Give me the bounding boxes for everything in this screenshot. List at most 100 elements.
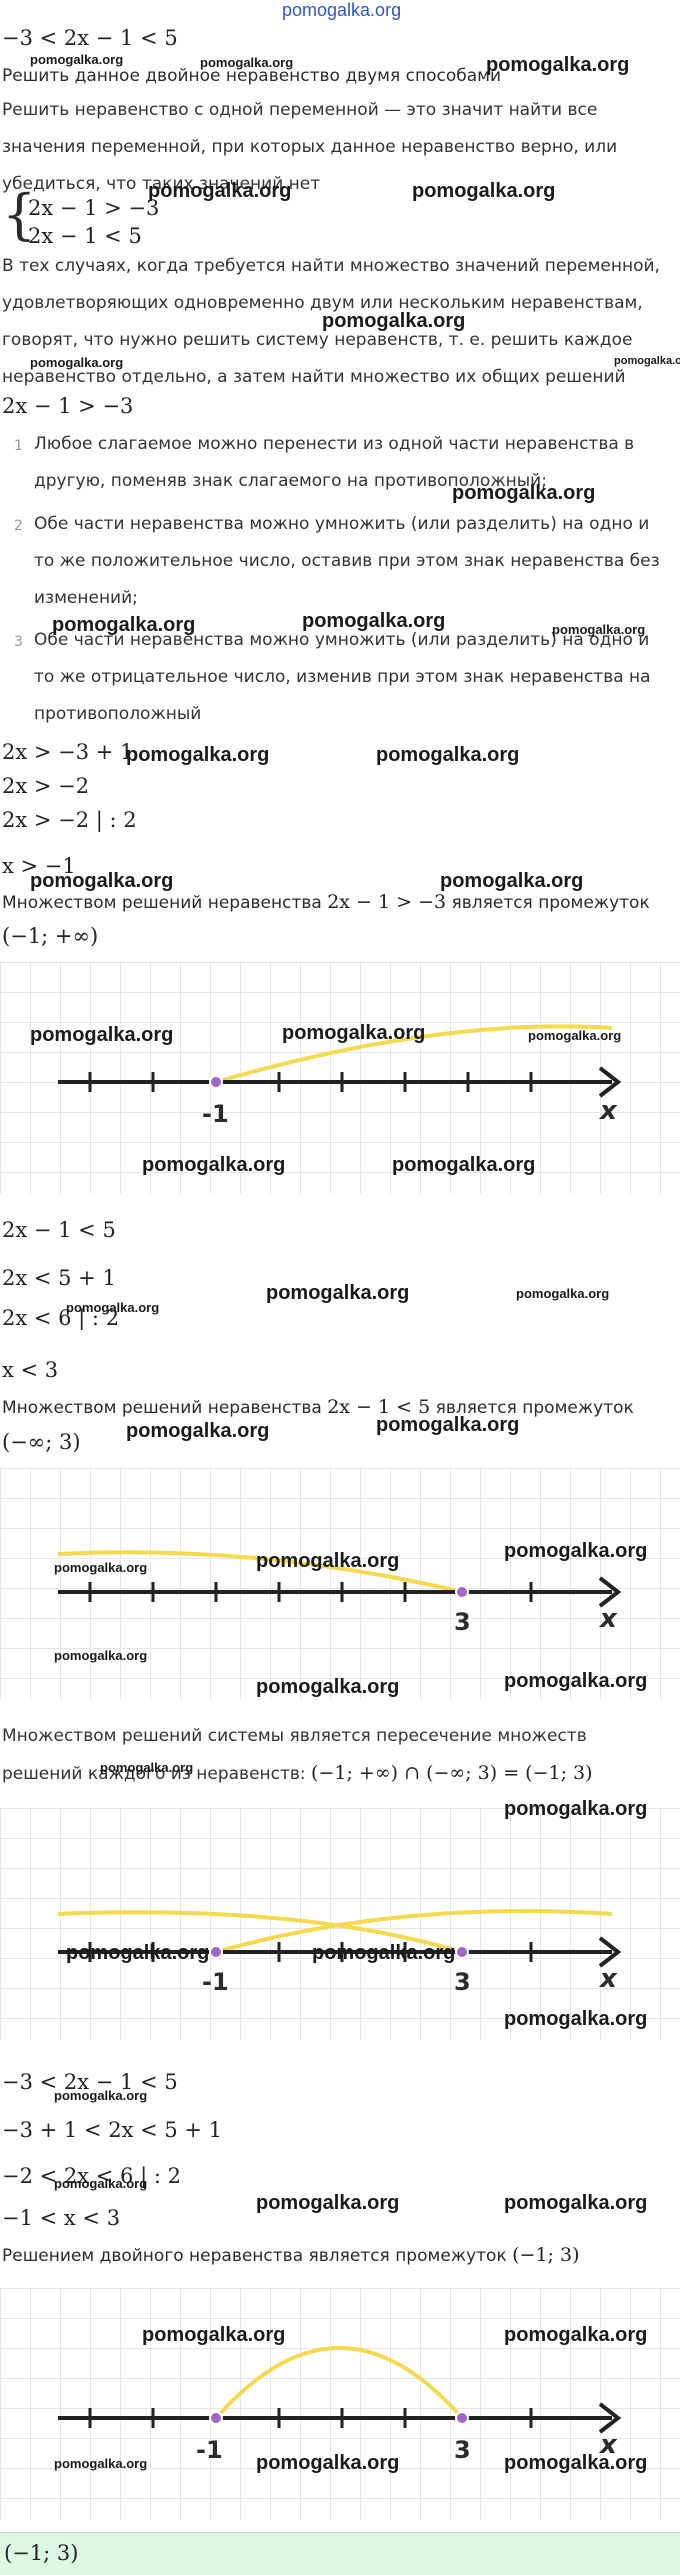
watermark: pomogalka.org bbox=[256, 1676, 400, 1698]
step: −3 + 1 < 2x < 5 + 1 bbox=[2, 2118, 223, 2142]
watermark: pomogalka.org bbox=[54, 2456, 148, 2471]
number-line-graph-2: 3 x bbox=[0, 1468, 680, 1700]
point-three bbox=[455, 2411, 469, 2425]
watermark: pomogalka.org bbox=[392, 1154, 536, 1176]
step: −2 < 2x < 6 | : 2 bbox=[2, 2164, 181, 2188]
step: 2x > −2 bbox=[2, 774, 90, 798]
intersection-text: Множеством решений системы является пере… bbox=[2, 1726, 587, 1784]
axis-var-label: x bbox=[600, 1604, 617, 1634]
watermark: pomogalka.org bbox=[376, 744, 520, 766]
axis-arrow bbox=[598, 1936, 622, 1968]
axis-ticks bbox=[88, 1582, 533, 1602]
result-tail: является промежуток bbox=[435, 1398, 634, 1418]
inequality-2: 2x − 1 < 5 bbox=[2, 1218, 116, 1242]
axis-var-label: x bbox=[600, 2430, 617, 2460]
watermark: pomogalka.org bbox=[30, 52, 124, 67]
problem-statement: −3 < 2x − 1 < 5 bbox=[2, 26, 178, 50]
watermark: pomogalka.org bbox=[504, 2192, 648, 2214]
solution-arc bbox=[214, 2346, 464, 2420]
system-brace: { bbox=[2, 183, 37, 246]
number-line-3-svg bbox=[57, 1909, 622, 1968]
watermark: pomogalka.org bbox=[30, 870, 174, 892]
rule-text: Любое слагаемое можно перенести из одной… bbox=[34, 434, 635, 491]
watermark: pomogalka.org bbox=[54, 1560, 148, 1575]
answer-value: (−1; 3) bbox=[4, 2541, 79, 2565]
axis-var-label: x bbox=[600, 1096, 617, 1126]
watermark: pomogalka.org bbox=[148, 180, 292, 202]
watermark: pomogalka.org bbox=[256, 1550, 400, 1572]
result-3-line: Решением двойного неравенства является п… bbox=[2, 2244, 580, 2266]
step-result: −1 < x < 3 bbox=[2, 2206, 121, 2230]
step: 2x < 6 | : 2 bbox=[2, 1306, 120, 1330]
watermark: pomogalka.org bbox=[302, 610, 446, 632]
interval-1: (−1; +∞) bbox=[2, 924, 99, 948]
rule-number: 3 bbox=[14, 634, 23, 650]
watermark: pomogalka.org bbox=[504, 2008, 648, 2030]
axis-var-label: x bbox=[600, 1964, 617, 1994]
system-line-1: 2x − 1 > −3 bbox=[28, 196, 160, 220]
step: −3 < 2x − 1 < 5 bbox=[2, 2070, 178, 2094]
point-minus-one bbox=[209, 2411, 223, 2425]
step: 2x > −3 + 1 bbox=[2, 740, 134, 764]
result-tail: является промежуток bbox=[451, 893, 650, 913]
watermark: pomogalka.org bbox=[504, 1798, 648, 1820]
result-expression: 2x − 1 < 5 bbox=[327, 1396, 431, 1418]
number-line-2-svg bbox=[57, 1550, 622, 1608]
axis-arrow bbox=[598, 1066, 622, 1098]
watermark: pomogalka.org bbox=[486, 54, 630, 76]
watermark: pomogalka.org bbox=[126, 1420, 270, 1442]
watermark: pomogalka.org bbox=[614, 355, 680, 367]
point-minus-one bbox=[209, 1945, 223, 1959]
watermark: pomogalka.org bbox=[376, 1414, 520, 1436]
result-text: Решением двойного неравенства является п… bbox=[2, 2246, 507, 2266]
rule-text: Обе части неравенства можно умножить (ил… bbox=[34, 514, 660, 608]
rule-number: 2 bbox=[14, 518, 23, 534]
watermark: pomogalka.org bbox=[528, 1028, 622, 1043]
point-label: -1 bbox=[202, 1100, 229, 1128]
watermark: pomogalka.org bbox=[142, 1154, 286, 1176]
system-explanation: В тех случаях, когда требуется найти мно… bbox=[2, 256, 660, 387]
interval-2: (−∞; 3) bbox=[2, 1430, 81, 1454]
watermark: pomogalka.org bbox=[504, 1670, 648, 1692]
result-2-line: Множеством решений неравенства 2x − 1 < … bbox=[2, 1396, 634, 1418]
rule-number: 1 bbox=[14, 438, 23, 454]
result-expression: 2x − 1 > −3 bbox=[327, 891, 447, 913]
axis-ticks bbox=[88, 2408, 533, 2428]
watermark: pomogalka.org bbox=[256, 2192, 400, 2214]
number-line-graph-1: -1 x bbox=[0, 962, 680, 1194]
axis-ticks bbox=[88, 1942, 533, 1962]
definition-text: Решить неравенство с одной переменной — … bbox=[2, 100, 618, 194]
watermark: pomogalka.org bbox=[412, 180, 556, 202]
solution-arc bbox=[57, 1910, 463, 1954]
step-result: x < 3 bbox=[2, 1358, 59, 1382]
intro-text: Решить данное двойное неравенство двумя … bbox=[2, 66, 502, 86]
intersection-text-wrap: Множеством решений системы является пере… bbox=[2, 1718, 670, 1793]
step: 2x > −2 | : 2 bbox=[2, 808, 137, 832]
point-label: 3 bbox=[454, 2436, 471, 2464]
point-three bbox=[455, 1945, 469, 1959]
inequality-1: 2x − 1 > −3 bbox=[2, 394, 134, 418]
result-1-line: Множеством решений неравенства 2x − 1 > … bbox=[2, 891, 650, 913]
number-line-graph-4: -1 3 x bbox=[0, 2288, 680, 2520]
number-line-graph-3: -1 3 x bbox=[0, 1808, 680, 2040]
point-label: -1 bbox=[196, 2436, 223, 2464]
result-text: Множеством решений неравенства bbox=[2, 893, 322, 913]
watermark: pomogalka.org bbox=[54, 1648, 148, 1663]
watermark: pomogalka.org bbox=[66, 1300, 160, 1315]
watermark: pomogalka.org bbox=[266, 1282, 410, 1304]
axis-arrow bbox=[598, 1576, 622, 1608]
watermark: pomogalka.org bbox=[52, 614, 196, 636]
solution-arc bbox=[215, 1024, 613, 1084]
watermark: pomogalka.org bbox=[504, 1540, 648, 1562]
site-link[interactable]: pomogalka.org bbox=[282, 0, 402, 20]
watermark: pomogalka.org bbox=[54, 2176, 148, 2191]
watermark: pomogalka.org bbox=[312, 1942, 456, 1964]
watermark: pomogalka.org bbox=[200, 55, 294, 70]
solution-arc bbox=[215, 1909, 613, 1954]
watermark: pomogalka.org bbox=[256, 2452, 400, 2474]
watermark: pomogalka.org bbox=[100, 1760, 194, 1775]
watermark: pomogalka.org bbox=[452, 482, 596, 504]
watermark: pomogalka.org bbox=[504, 2452, 648, 2474]
watermark: pomogalka.org bbox=[516, 1286, 610, 1301]
result-interval: (−1; 3) bbox=[512, 2244, 580, 2266]
